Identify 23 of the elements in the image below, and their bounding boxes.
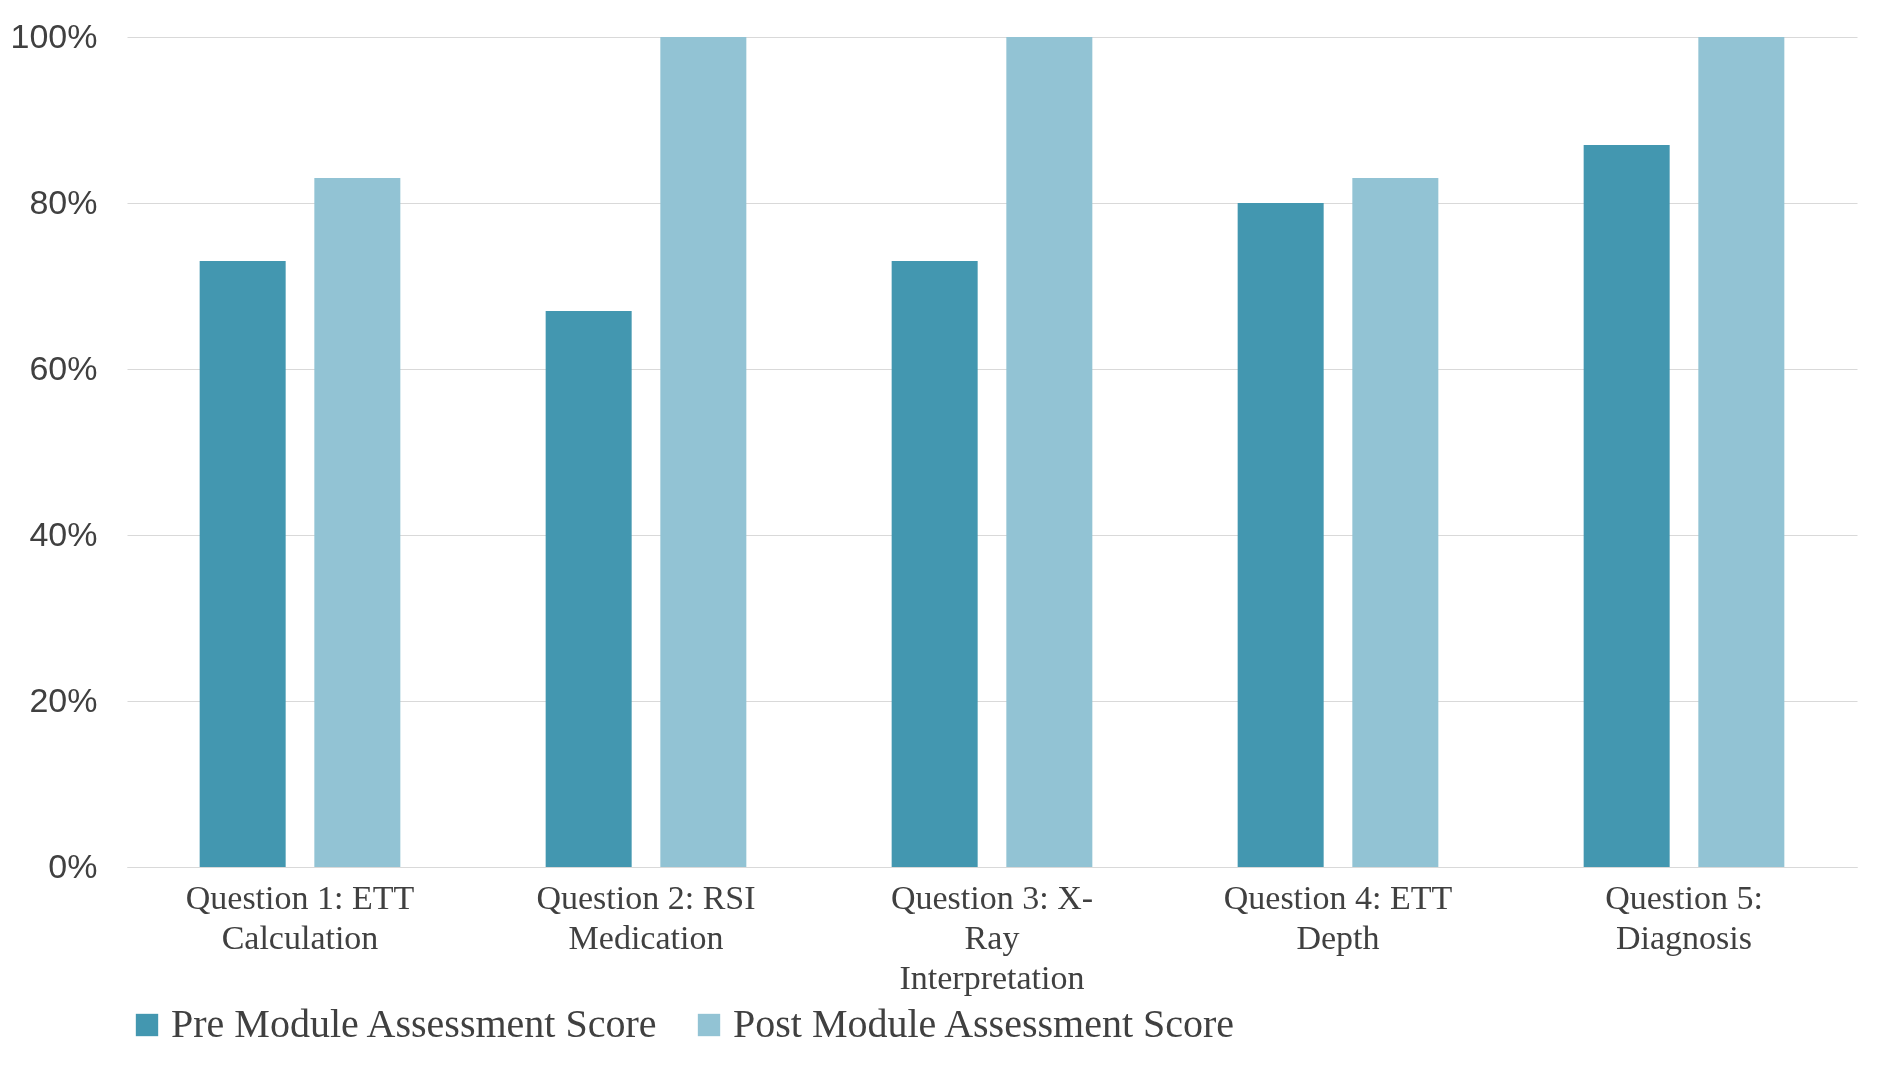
- bar: [1583, 144, 1670, 867]
- bar: [314, 178, 401, 867]
- y-tick-label: 100%: [10, 16, 98, 55]
- bar: [660, 37, 747, 867]
- y-tick-label: 20%: [29, 680, 98, 719]
- x-tick-label: Question 3: X-Ray Interpretation: [890, 878, 1094, 996]
- legend-label: Post Module Assessment Score: [733, 1001, 1235, 1046]
- x-tick-label: Question 1: ETT Calculation: [185, 878, 415, 956]
- bar: [199, 261, 286, 867]
- bar: [1006, 37, 1093, 867]
- bar: [891, 261, 978, 867]
- y-tick-label: 60%: [29, 348, 98, 387]
- bar: [1237, 203, 1324, 867]
- bar: [545, 310, 632, 867]
- y-tick-label: 80%: [29, 182, 98, 221]
- y-tick-label: 0%: [48, 846, 98, 885]
- x-tick-label: Question 2: RSI Medication: [536, 878, 756, 956]
- x-tick-label: Question 5: Diagnosis: [1605, 878, 1763, 956]
- legend-label: Pre Module Assessment Score: [171, 1001, 657, 1046]
- y-tick-label: 40%: [29, 514, 98, 553]
- bar: [1698, 37, 1785, 867]
- bar: [1352, 178, 1439, 867]
- x-tick-label: Question 4: ETT Depth: [1223, 878, 1453, 956]
